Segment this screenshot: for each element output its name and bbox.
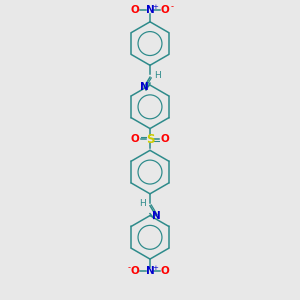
Text: O: O <box>160 5 169 15</box>
Text: H: H <box>154 71 161 80</box>
Text: +: + <box>152 4 158 10</box>
Text: O: O <box>160 134 169 145</box>
Text: N: N <box>140 82 148 92</box>
Text: O: O <box>131 266 140 276</box>
Text: -: - <box>170 2 173 11</box>
Text: S: S <box>146 133 154 146</box>
Text: N: N <box>146 5 154 15</box>
Text: -: - <box>128 263 131 272</box>
Text: O: O <box>160 266 169 276</box>
Text: O: O <box>131 5 140 15</box>
Text: N: N <box>152 211 160 220</box>
Text: O: O <box>131 134 140 145</box>
Text: N: N <box>146 266 154 276</box>
Text: +: + <box>152 265 158 271</box>
Text: H: H <box>139 199 145 208</box>
